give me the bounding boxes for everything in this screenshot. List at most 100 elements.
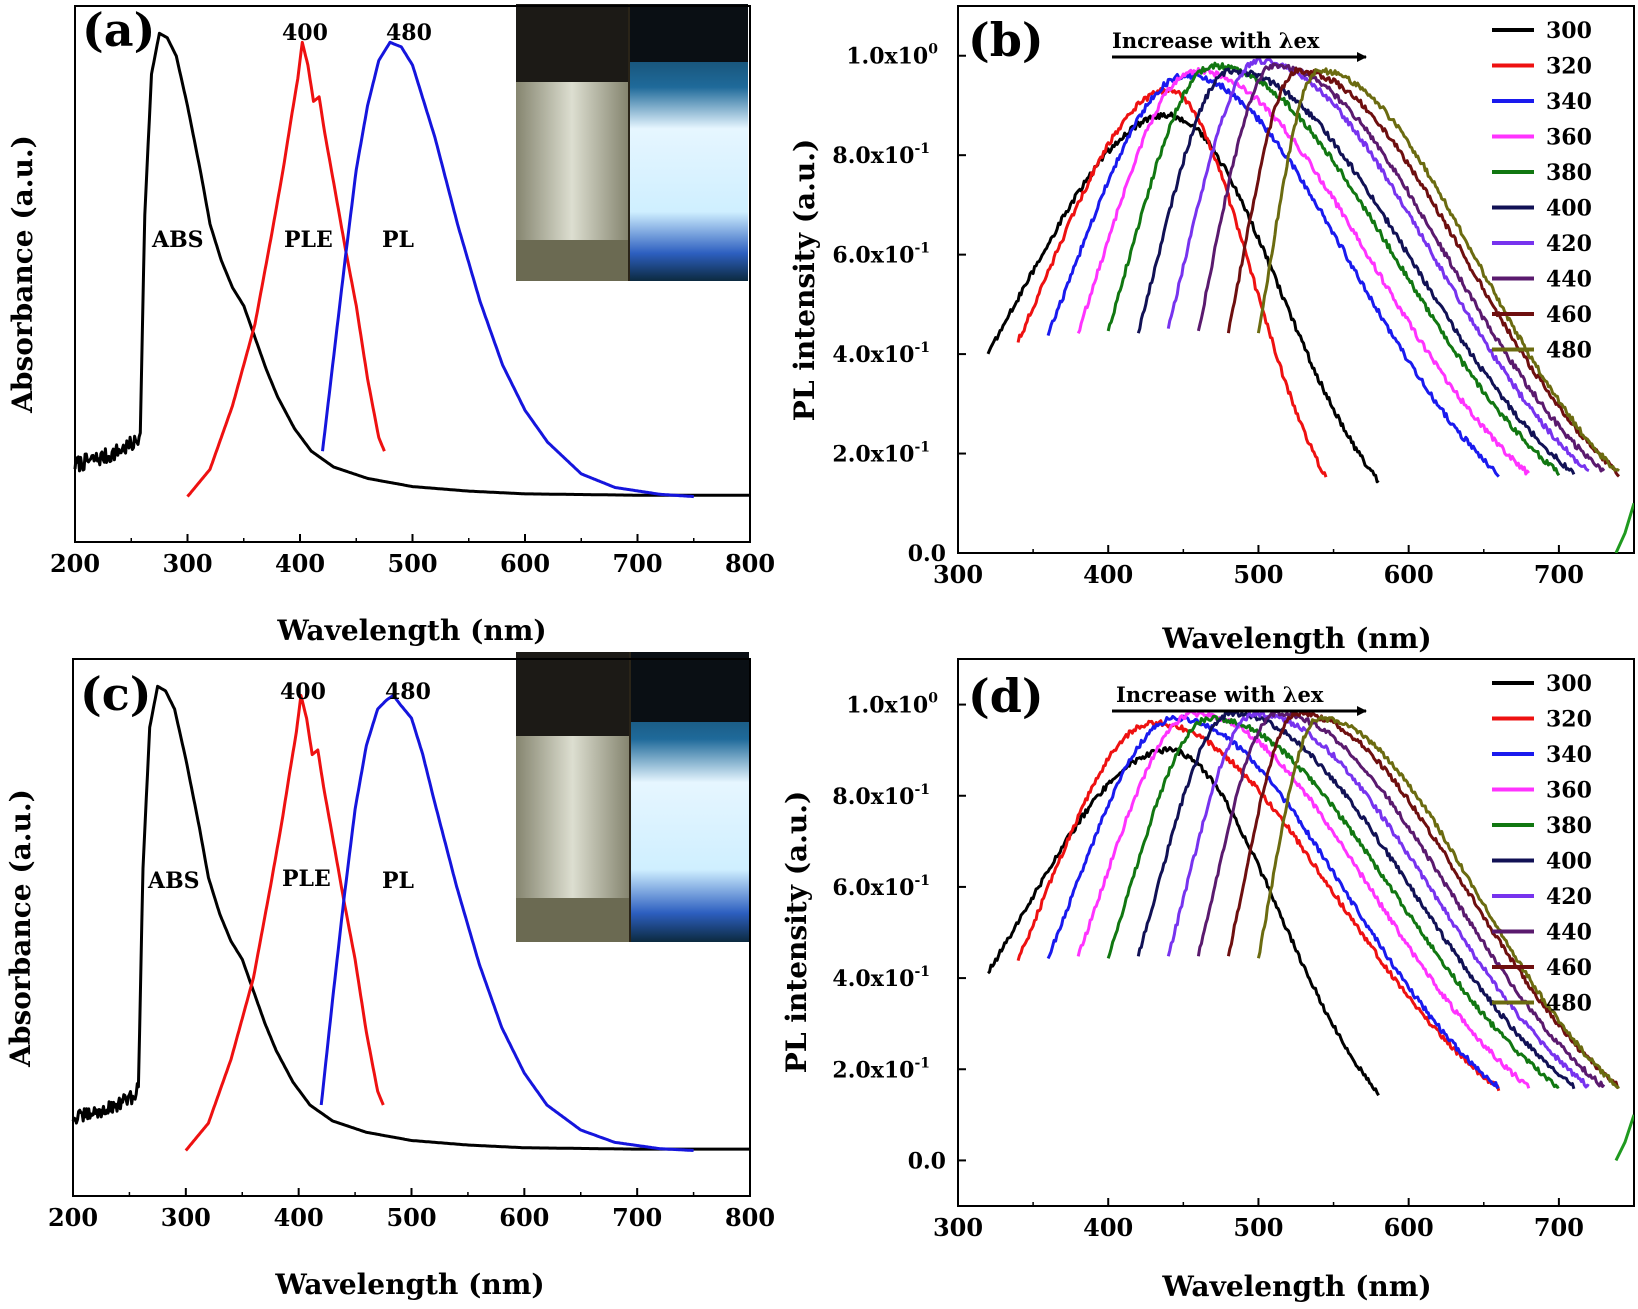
- legend-label-400: 400: [1546, 196, 1592, 222]
- panel-c-annotation-abs: ABS: [147, 868, 200, 894]
- legend-label-320: 320: [1546, 707, 1592, 733]
- curve-ex-420: [1166, 57, 1590, 472]
- panel-d-y-ticks: 0.0 2.0x10-1 4.0x10-1 6.0x10-1 8.0x10-1 1.0x1…: [832, 691, 966, 1174]
- legend-label-480: 480: [1546, 338, 1592, 364]
- x-tick-label: 700: [612, 549, 662, 578]
- x-tick-label: 600: [1384, 1213, 1434, 1242]
- curve-ex-300: [986, 746, 1380, 1097]
- panel-d-plot-frame: [957, 658, 1635, 1207]
- y-tick-label: 6.0x10-1: [832, 241, 930, 269]
- y-tick-label: 6.0x10-1: [832, 873, 930, 901]
- panel-b-legend: 300 320 340 360 380 400 420 440 460 480: [1492, 18, 1592, 364]
- panel-b: 300 400 500 600 700 0.0 2.0x10-1 4.0x10-1 6.0x1…: [788, 5, 1635, 655]
- curve-ex-360: [1076, 710, 1531, 1089]
- panel-a-peak-label-480: 480: [386, 20, 432, 46]
- panel-a-photo-inset: [516, 4, 748, 281]
- x-tick-label: 700: [1534, 1213, 1584, 1242]
- x-tick-label: 700: [612, 1203, 662, 1232]
- curve-ple: [186, 40, 386, 498]
- y-tick-label: 8.0x10-1: [832, 141, 930, 169]
- panel-b-plot-frame: [957, 5, 1635, 554]
- y-tick-label: 4.0x10-1: [832, 964, 930, 992]
- panel-b-y-ticks: 0.0 2.0x10-1 4.0x10-1 6.0x10-1 8.0x10-1 1.0x1…: [832, 42, 966, 567]
- x-tick-label: 600: [500, 549, 550, 578]
- curve-ex-460: [1226, 66, 1621, 478]
- panel-c-annotation-pl: PL: [382, 868, 414, 894]
- legend-label-480: 480: [1546, 991, 1592, 1017]
- curve-ex-320: [1016, 719, 1501, 1092]
- panel-a-y-axis-title: Absorbance (a.u.): [6, 135, 39, 414]
- curve-ex-460: [1226, 710, 1620, 1089]
- curve-edge-rise: [1614, 1114, 1634, 1162]
- x-tick-label: 300: [161, 1203, 211, 1232]
- legend-label-440: 440: [1546, 267, 1592, 293]
- legend-label-320: 320: [1546, 54, 1592, 80]
- x-tick-label: 500: [1233, 1213, 1283, 1242]
- legend-label-300: 300: [1546, 18, 1592, 44]
- y-tick-label: 1.0x100: [846, 42, 938, 70]
- curve-ex-320: [1016, 86, 1328, 478]
- panel-c-x-axis-title: Wavelength (nm): [274, 1268, 544, 1301]
- panel-a-annotation-ple: PLE: [284, 227, 333, 253]
- y-tick-label: 1.0x100: [846, 691, 938, 719]
- curve-abs: [73, 31, 751, 497]
- x-tick-label: 600: [1384, 560, 1434, 589]
- legend-label-440: 440: [1546, 920, 1592, 946]
- curve-ex-300: [986, 111, 1380, 484]
- panel-c: 200 300 400 500 600 700 800 (c) 400 480 ABS PL…: [4, 652, 775, 1301]
- x-tick-label: 300: [933, 560, 983, 589]
- legend-label-380: 380: [1546, 813, 1592, 839]
- y-tick-label: 8.0x10-1: [832, 782, 930, 810]
- panel-b-label: (b): [968, 13, 1044, 67]
- panel-d-y-axis-title: PL intensity (a.u.): [780, 791, 813, 1073]
- y-tick-label: 0.0: [908, 541, 946, 567]
- panel-a-annotation-abs: ABS: [151, 227, 204, 253]
- panel-b-arrow-label: Increase with λex: [1112, 28, 1320, 53]
- x-tick-label: 400: [1083, 560, 1133, 589]
- panel-b-x-ticks: 300 400 500 600 700: [933, 545, 1584, 589]
- panel-b-x-axis-title: Wavelength (nm): [1161, 622, 1431, 655]
- panel-d-legend: 300 320 340 360 380 400 420 440 460 480: [1492, 671, 1592, 1017]
- x-tick-label: 800: [725, 1203, 775, 1232]
- panel-a-peak-label-400: 400: [282, 20, 328, 46]
- x-tick-label: 700: [1534, 560, 1584, 589]
- panel-d-label: (d): [968, 669, 1044, 723]
- legend-label-300: 300: [1546, 671, 1592, 697]
- legend-label-360: 360: [1546, 125, 1592, 151]
- panel-c-y-axis-title: Absorbance (a.u.): [4, 789, 37, 1068]
- y-tick-label: 2.0x10-1: [832, 440, 930, 468]
- panel-b-y-axis-title: PL intensity (a.u.): [788, 139, 821, 421]
- x-tick-label: 300: [162, 549, 212, 578]
- panel-b-curves: [986, 57, 1634, 553]
- x-tick-label: 400: [274, 1203, 324, 1232]
- panel-c-peak-label-400: 400: [280, 679, 326, 705]
- legend-label-380: 380: [1546, 160, 1592, 186]
- panel-a-curves: [73, 31, 751, 499]
- panel-c-x-ticks: 200 300 400 500 600 700 800: [48, 1188, 775, 1232]
- x-tick-label: 500: [387, 549, 437, 578]
- curve-ex-420: [1166, 710, 1590, 1089]
- panel-a-label: (a): [82, 3, 155, 57]
- panel-d-arrow-label: Increase with λex: [1116, 682, 1324, 707]
- legend-label-420: 420: [1546, 884, 1592, 910]
- x-tick-label: 200: [50, 549, 100, 578]
- curve-ex-380: [1106, 714, 1560, 1089]
- curve-edge-rise: [1614, 502, 1634, 553]
- x-tick-label: 500: [386, 1203, 436, 1232]
- curve-pl: [321, 40, 695, 499]
- legend-label-460: 460: [1546, 955, 1592, 981]
- panel-a-x-ticks: 200 300 400 500 600 700 800: [50, 534, 775, 578]
- panel-c-photo-inset: [516, 652, 749, 942]
- panel-a: 200 300 400 500 600 700 800 (a) 400 480 ABS PL…: [6, 3, 775, 647]
- curve-ple: [184, 693, 385, 1152]
- curve-abs: [71, 684, 751, 1151]
- legend-label-340: 340: [1546, 742, 1592, 768]
- x-tick-label: 300: [933, 1213, 983, 1242]
- panel-a-x-axis-title: Wavelength (nm): [276, 614, 546, 647]
- x-tick-label: 600: [499, 1203, 549, 1232]
- legend-label-460: 460: [1546, 302, 1592, 328]
- curve-ex-360: [1076, 67, 1530, 476]
- legend-label-400: 400: [1546, 849, 1592, 875]
- curve-ex-400: [1136, 67, 1576, 476]
- panel-c-annotation-ple: PLE: [282, 866, 331, 892]
